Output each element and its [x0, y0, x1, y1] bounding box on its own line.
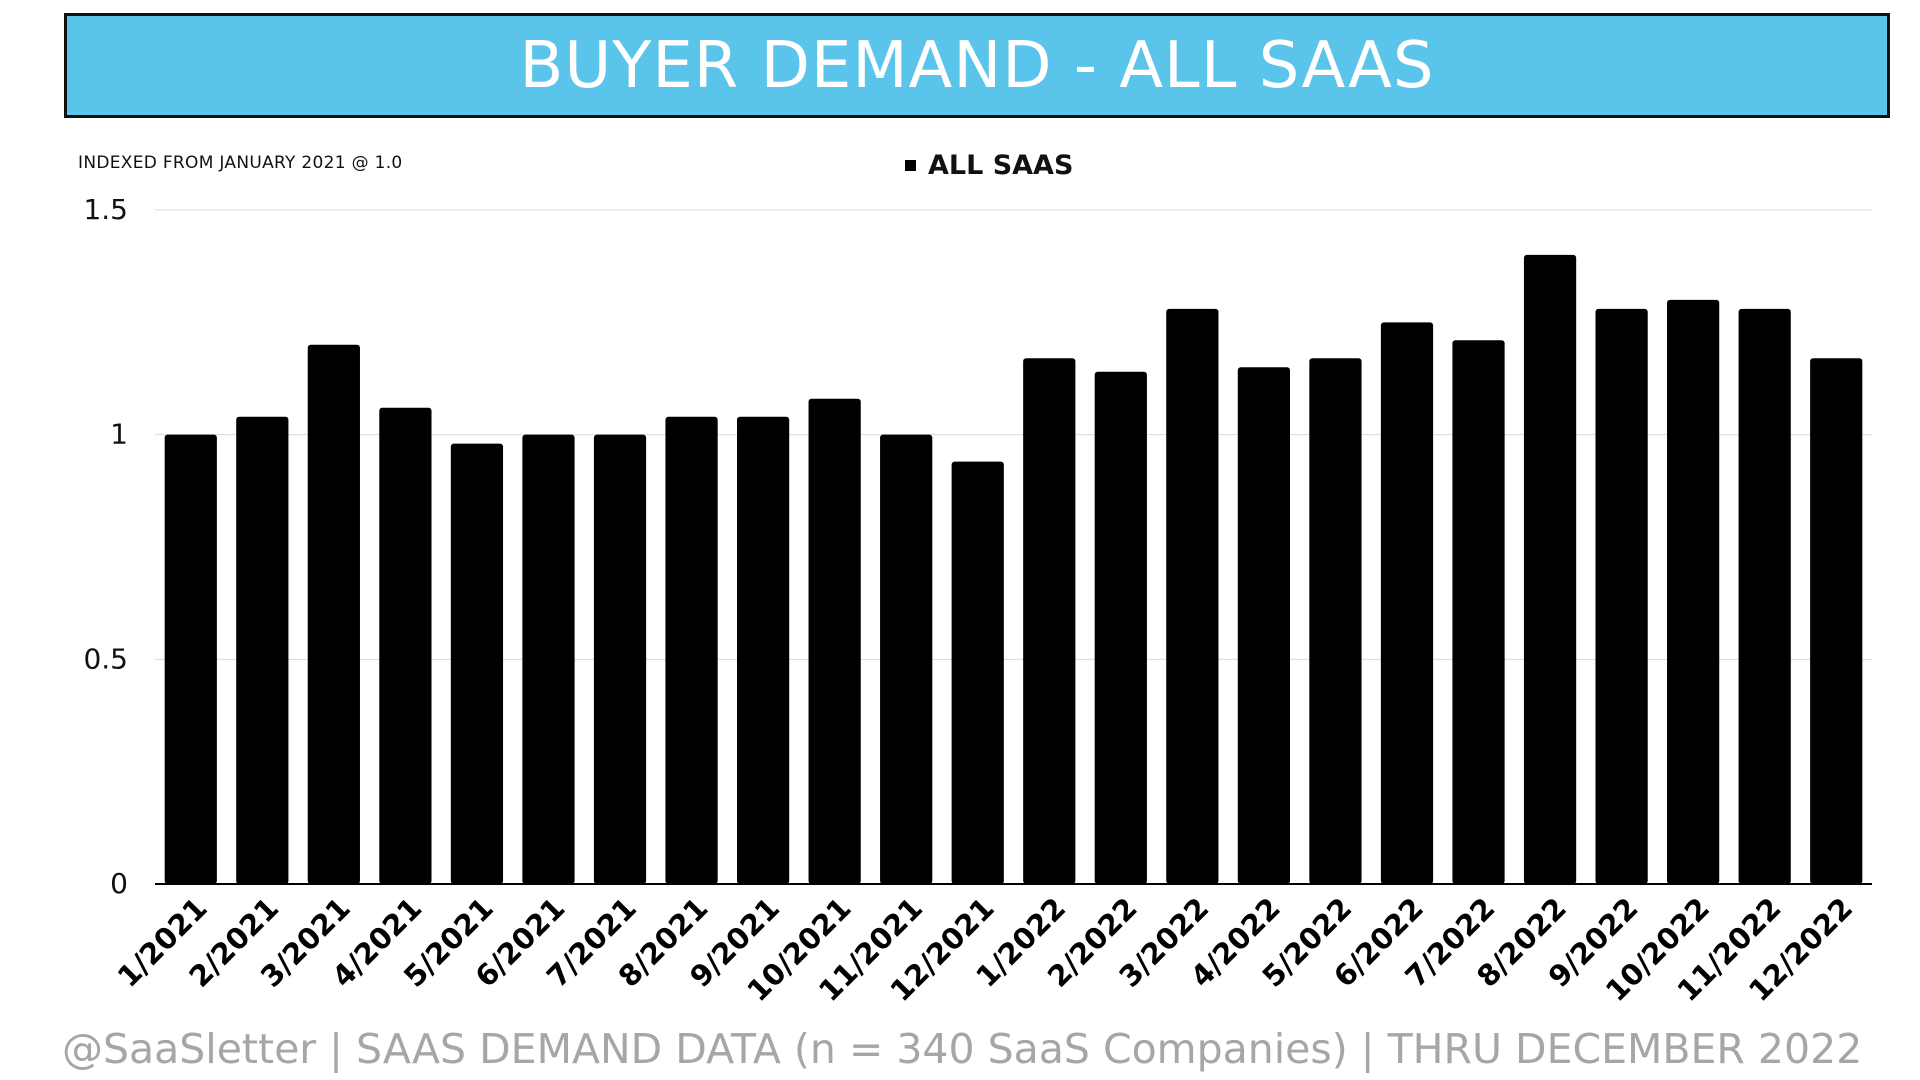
bar [808, 398, 861, 884]
bar [1166, 308, 1219, 884]
bar [1667, 299, 1720, 884]
legend-label: ALL SAAS [928, 150, 1074, 181]
bar [1380, 322, 1434, 884]
chart-legend: ALL SAAS [905, 150, 1073, 181]
bar [593, 434, 647, 884]
bar [307, 344, 360, 884]
title-banner: BUYER DEMAND - ALL SAAS [64, 13, 1890, 118]
bar [236, 416, 289, 884]
legend-swatch [905, 160, 916, 171]
bar [1523, 254, 1577, 884]
bar [450, 443, 504, 884]
y-tick-label: 1.5 [83, 193, 128, 226]
bar [379, 407, 432, 884]
y-tick-label: 0 [110, 867, 128, 900]
bar [1738, 308, 1791, 884]
bar [880, 434, 933, 884]
bar-chart: 00.511.51/20212/20213/20214/20215/20216/… [83, 193, 1872, 1008]
bar [1452, 340, 1505, 885]
y-tick-label: 1 [110, 418, 128, 451]
bar [164, 434, 217, 884]
bar [1309, 358, 1362, 884]
bar [1595, 308, 1648, 884]
bar [1094, 371, 1147, 884]
chart-title: BUYER DEMAND - ALL SAAS [519, 28, 1435, 103]
bar [951, 461, 1004, 884]
y-tick-label: 0.5 [83, 642, 128, 675]
bar [1023, 358, 1076, 884]
bar [665, 416, 718, 884]
footer-credit: @SaaSletter | SAAS DEMAND DATA (n = 340 … [62, 1025, 1863, 1073]
bar [736, 416, 790, 884]
chart-subtitle: INDEXED FROM JANUARY 2021 @ 1.0 [78, 153, 403, 173]
bar [1237, 367, 1291, 884]
bar [522, 434, 575, 884]
bar [1810, 358, 1863, 884]
